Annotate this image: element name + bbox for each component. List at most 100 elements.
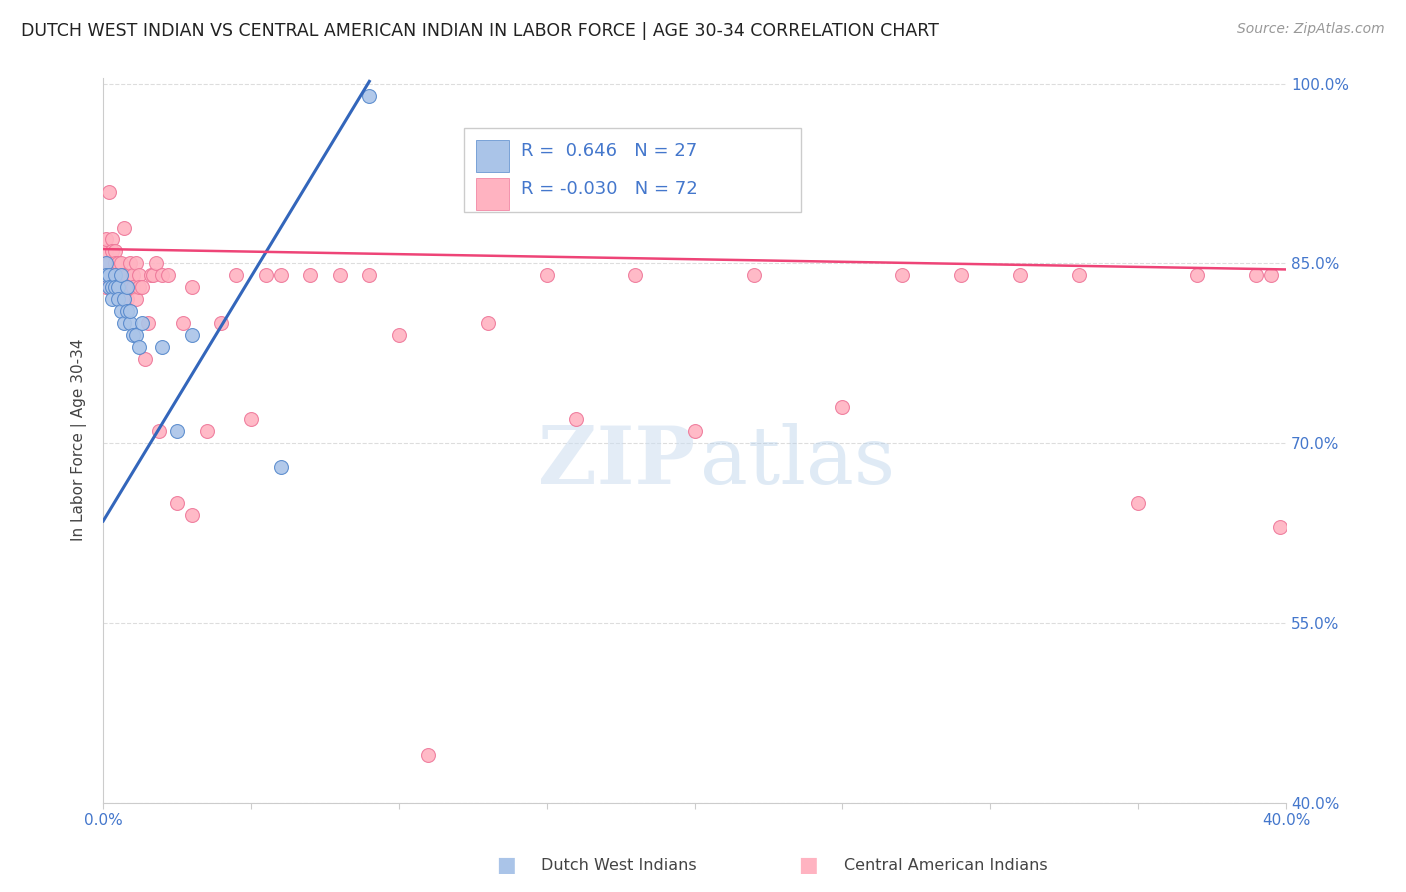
- Point: [1246, 268, 1268, 283]
- Point: [134, 352, 156, 367]
- Point: [180, 280, 202, 294]
- Point: [831, 401, 853, 415]
- Point: [115, 280, 138, 294]
- Point: [150, 268, 173, 283]
- Point: [96, 232, 118, 246]
- Point: [270, 268, 292, 283]
- Point: [1008, 268, 1031, 283]
- Text: DUTCH WEST INDIAN VS CENTRAL AMERICAN INDIAN IN LABOR FORCE | AGE 30-34 CORRELAT: DUTCH WEST INDIAN VS CENTRAL AMERICAN IN…: [21, 22, 939, 40]
- Point: [112, 220, 135, 235]
- Point: [1268, 520, 1291, 534]
- Point: [118, 256, 141, 270]
- Point: [98, 268, 121, 283]
- Point: [195, 424, 218, 438]
- Text: atlas: atlas: [700, 423, 896, 501]
- Point: [112, 316, 135, 330]
- Point: [136, 316, 159, 330]
- Point: [121, 280, 143, 294]
- Point: [98, 185, 121, 199]
- Point: [388, 328, 411, 343]
- Point: [101, 244, 124, 259]
- Point: [131, 316, 153, 330]
- Point: [536, 268, 558, 283]
- Point: [359, 88, 381, 103]
- Point: [98, 256, 121, 270]
- Point: [131, 280, 153, 294]
- Point: [1260, 268, 1282, 283]
- Point: [101, 232, 124, 246]
- Point: [125, 293, 148, 307]
- Point: [890, 268, 912, 283]
- Point: [110, 268, 132, 283]
- Point: [128, 268, 150, 283]
- Point: [166, 496, 188, 510]
- Point: [104, 280, 127, 294]
- Point: [96, 268, 118, 283]
- Point: [240, 412, 263, 426]
- Point: [299, 268, 322, 283]
- Point: [565, 412, 588, 426]
- FancyBboxPatch shape: [464, 128, 801, 211]
- Point: [112, 280, 135, 294]
- Point: [180, 508, 202, 522]
- Point: [150, 340, 173, 354]
- Point: [104, 244, 127, 259]
- Point: [270, 460, 292, 475]
- Point: [115, 268, 138, 283]
- Point: [166, 424, 188, 438]
- Point: [1126, 496, 1149, 510]
- Point: [118, 316, 141, 330]
- Point: [107, 268, 129, 283]
- Point: [104, 268, 127, 283]
- Point: [211, 316, 233, 330]
- Point: [254, 268, 277, 283]
- Point: [742, 268, 765, 283]
- Point: [1067, 268, 1090, 283]
- Point: [121, 268, 143, 283]
- Point: [98, 268, 121, 283]
- Point: [142, 268, 165, 283]
- Point: [107, 293, 129, 307]
- Point: [172, 316, 194, 330]
- Text: ■: ■: [799, 855, 818, 875]
- Point: [104, 256, 127, 270]
- Point: [683, 424, 706, 438]
- Point: [115, 293, 138, 307]
- Point: [225, 268, 247, 283]
- Point: [139, 268, 162, 283]
- Point: [118, 280, 141, 294]
- Point: [101, 268, 124, 283]
- Point: [107, 280, 129, 294]
- Point: [128, 340, 150, 354]
- Point: [96, 256, 118, 270]
- Point: [624, 268, 647, 283]
- Point: [128, 280, 150, 294]
- Point: [118, 304, 141, 318]
- Point: [148, 424, 170, 438]
- Point: [107, 256, 129, 270]
- Text: ■: ■: [496, 855, 516, 875]
- Point: [96, 244, 118, 259]
- FancyBboxPatch shape: [475, 178, 509, 210]
- Text: ZIP: ZIP: [537, 423, 695, 501]
- Text: Source: ZipAtlas.com: Source: ZipAtlas.com: [1237, 22, 1385, 37]
- Text: Central American Indians: Central American Indians: [844, 858, 1047, 872]
- Point: [329, 268, 352, 283]
- Point: [418, 747, 440, 762]
- Point: [107, 280, 129, 294]
- Point: [157, 268, 180, 283]
- Point: [110, 256, 132, 270]
- Point: [96, 268, 118, 283]
- Point: [180, 328, 202, 343]
- FancyBboxPatch shape: [475, 140, 509, 172]
- Point: [104, 268, 127, 283]
- Point: [145, 256, 167, 270]
- Point: [115, 304, 138, 318]
- Point: [112, 293, 135, 307]
- Point: [98, 280, 121, 294]
- Text: R = -0.030   N = 72: R = -0.030 N = 72: [520, 180, 697, 198]
- Point: [1187, 268, 1209, 283]
- Point: [112, 268, 135, 283]
- Point: [125, 256, 148, 270]
- Point: [110, 304, 132, 318]
